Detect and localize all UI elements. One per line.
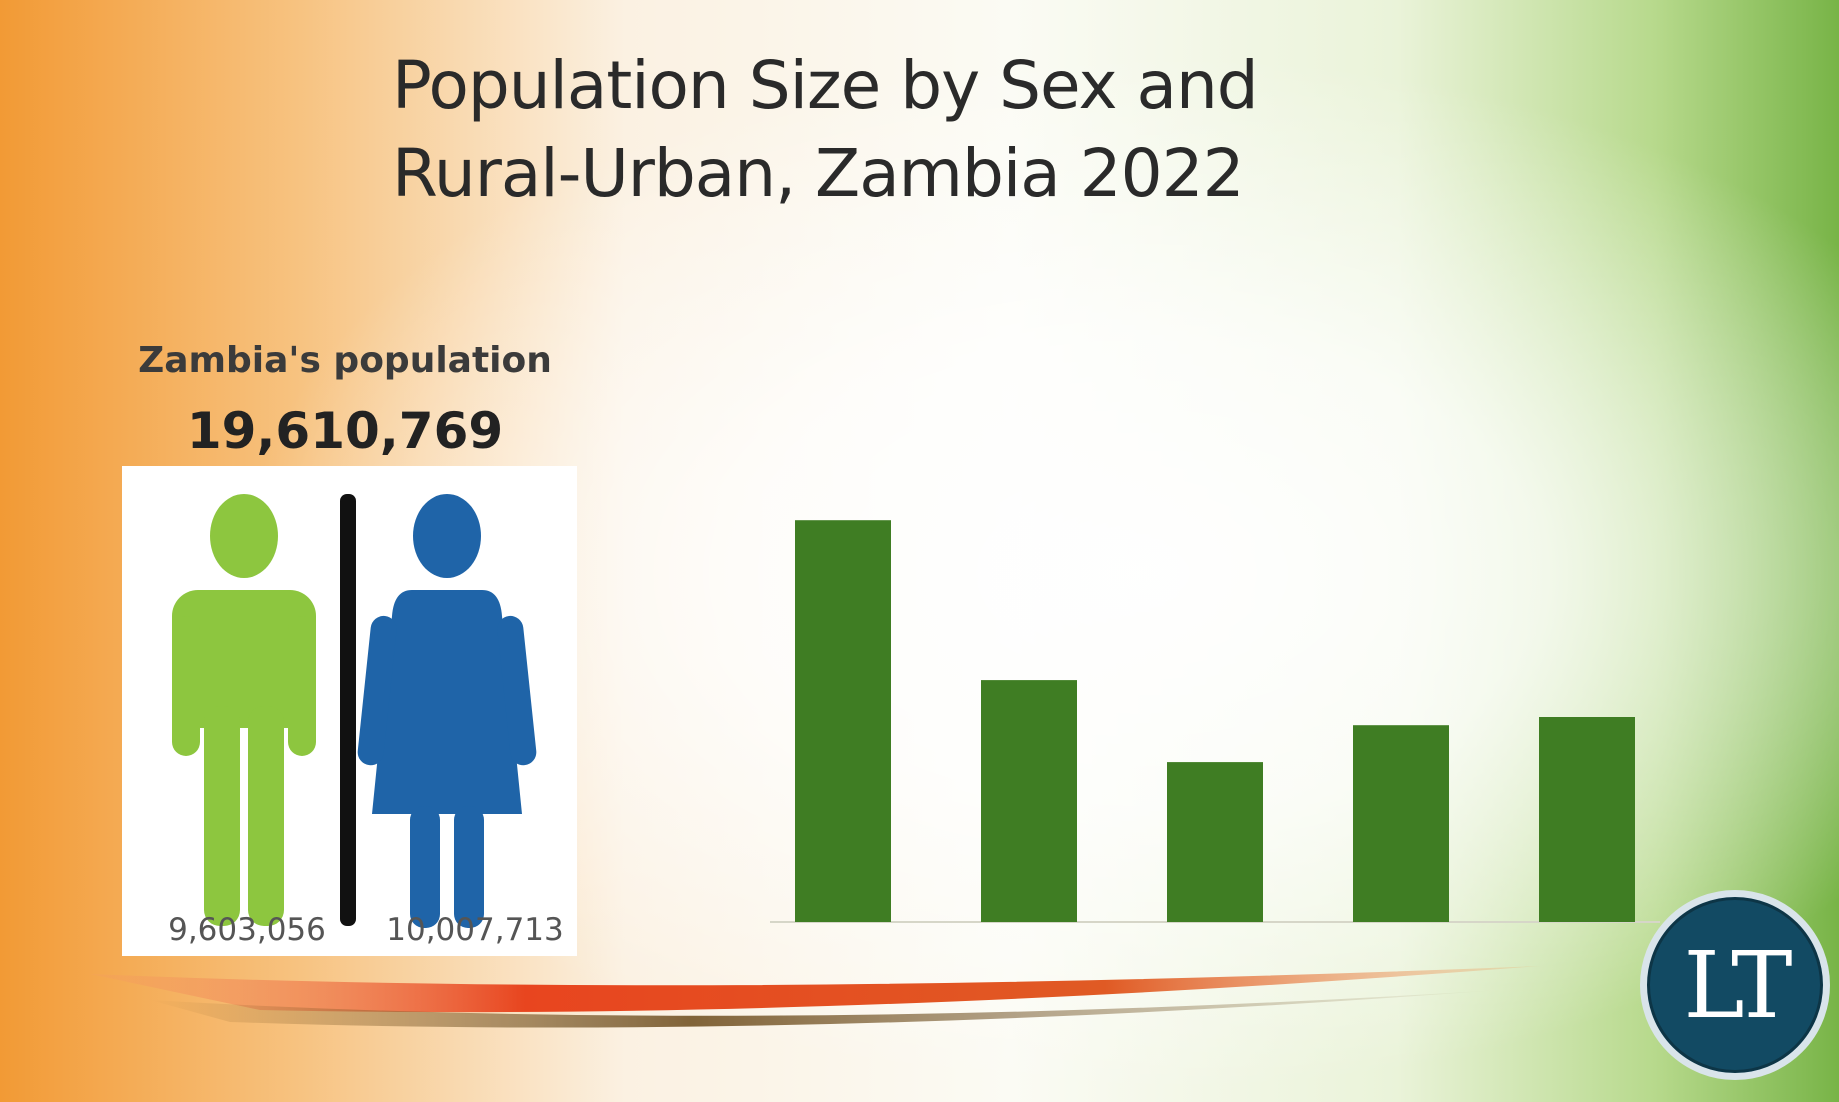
female-value: 10,007,713 (386, 912, 564, 948)
bar-4 (1353, 725, 1449, 922)
bar-1 (795, 520, 891, 922)
logo-text: LT (1683, 931, 1793, 1039)
bar-3 (1167, 762, 1263, 922)
population-label: Zambia's population (138, 340, 552, 381)
bar-2 (981, 680, 1077, 922)
male-icon (172, 494, 316, 926)
bar-5 (1539, 717, 1635, 922)
sex-figures (172, 494, 537, 928)
chart-title: Population Size by Sex and Rural-Urban, … (392, 42, 1259, 218)
lt-logo: LT (1640, 890, 1830, 1080)
bar-chart (770, 520, 1660, 923)
title-line-1: Population Size by Sex and (392, 47, 1259, 124)
female-icon (357, 494, 537, 928)
male-value: 9,603,056 (168, 912, 326, 948)
decorative-swoosh (90, 966, 1540, 1028)
population-total: 19,610,769 (186, 402, 504, 460)
sex-figure-panel (122, 466, 577, 956)
divider-bar (340, 494, 356, 926)
title-line-2: Rural-Urban, Zambia 2022 (392, 135, 1245, 212)
